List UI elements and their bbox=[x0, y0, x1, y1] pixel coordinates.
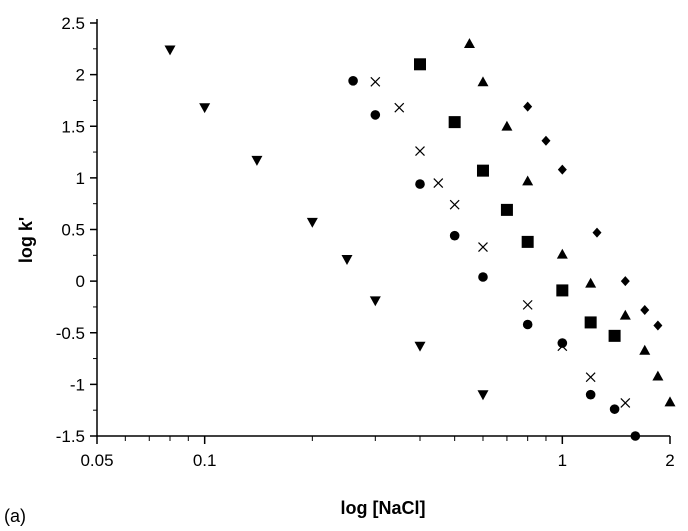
data-point-circle bbox=[348, 76, 358, 86]
y-tick-label: 0 bbox=[76, 272, 85, 291]
data-point-square bbox=[500, 203, 513, 216]
x-tick-label: 0.1 bbox=[193, 451, 217, 470]
data-point-triangle-up bbox=[477, 76, 489, 87]
panel-label: (a) bbox=[4, 506, 26, 526]
data-point-circle bbox=[415, 179, 425, 189]
data-point-diamond bbox=[592, 227, 602, 238]
data-point-triangle-down bbox=[414, 341, 426, 352]
data-point-square bbox=[414, 58, 427, 71]
data-point-triangle-down bbox=[369, 296, 381, 307]
y-tick-label: -0.5 bbox=[56, 324, 85, 343]
x-tick-label: 2 bbox=[665, 451, 674, 470]
y-tick-label: 1.5 bbox=[61, 117, 85, 136]
y-tick-label: 0.5 bbox=[61, 221, 85, 240]
data-point-circle bbox=[449, 230, 460, 241]
data-point-square bbox=[556, 284, 569, 297]
data-point-circle bbox=[522, 319, 533, 330]
data-point-triangle-down bbox=[164, 45, 176, 56]
data-point-x bbox=[478, 242, 488, 252]
data-point-triangle-down bbox=[306, 217, 318, 228]
data-point-x bbox=[433, 178, 444, 188]
y-axis-title: log k' bbox=[16, 217, 36, 263]
data-point-triangle-down bbox=[251, 155, 263, 166]
y-tick-label: 2.5 bbox=[61, 14, 85, 33]
data-point-triangle-up bbox=[585, 277, 597, 288]
data-point-square bbox=[476, 164, 489, 177]
data-point-square bbox=[584, 316, 597, 329]
data-point-x bbox=[522, 299, 533, 310]
y-tick-label: -1 bbox=[70, 375, 85, 394]
data-point-diamond bbox=[640, 305, 650, 316]
x-axis-title: log [NaCl] bbox=[341, 498, 426, 518]
data-point-circle bbox=[585, 389, 596, 400]
data-point-triangle-down bbox=[477, 390, 489, 401]
data-point-x bbox=[449, 199, 460, 210]
data-point-triangle-up bbox=[463, 38, 475, 49]
data-point-diamond bbox=[523, 101, 533, 112]
y-tick-label: 2 bbox=[76, 66, 85, 85]
data-point-x bbox=[370, 76, 381, 87]
data-point-triangle-up bbox=[501, 120, 513, 131]
data-point-circle bbox=[609, 404, 620, 414]
data-point-circle bbox=[370, 110, 381, 120]
y-tick-label: 1 bbox=[76, 169, 85, 188]
data-point-x bbox=[620, 398, 631, 408]
data-point-triangle-up bbox=[652, 370, 664, 381]
data-point-triangle-down bbox=[199, 103, 211, 114]
data-point-x bbox=[394, 102, 405, 113]
data-point-diamond bbox=[557, 164, 567, 175]
data-point-triangle-up bbox=[522, 175, 534, 186]
x-tick-label: 1 bbox=[558, 451, 567, 470]
data-point-square bbox=[608, 329, 621, 342]
data-point-square bbox=[521, 235, 534, 248]
data-point-square bbox=[448, 116, 461, 129]
data-point-x bbox=[557, 341, 568, 352]
data-point-circle bbox=[630, 431, 641, 441]
data-point-circle bbox=[478, 272, 488, 282]
data-point-triangle-up bbox=[664, 396, 676, 407]
data-point-diamond bbox=[653, 320, 663, 331]
data-point-diamond bbox=[620, 276, 630, 287]
data-point-diamond bbox=[541, 135, 551, 146]
data-point-circle bbox=[557, 338, 568, 348]
data-point-triangle-down bbox=[341, 255, 353, 265]
data-point-triangle-up bbox=[639, 344, 651, 355]
data-point-x bbox=[585, 372, 596, 383]
data-point-triangle-up bbox=[619, 309, 631, 320]
data-point-x bbox=[415, 146, 425, 156]
x-tick-label: 0.05 bbox=[80, 451, 113, 470]
data-point-triangle-up bbox=[556, 248, 568, 259]
y-tick-label: -1.5 bbox=[56, 427, 85, 446]
